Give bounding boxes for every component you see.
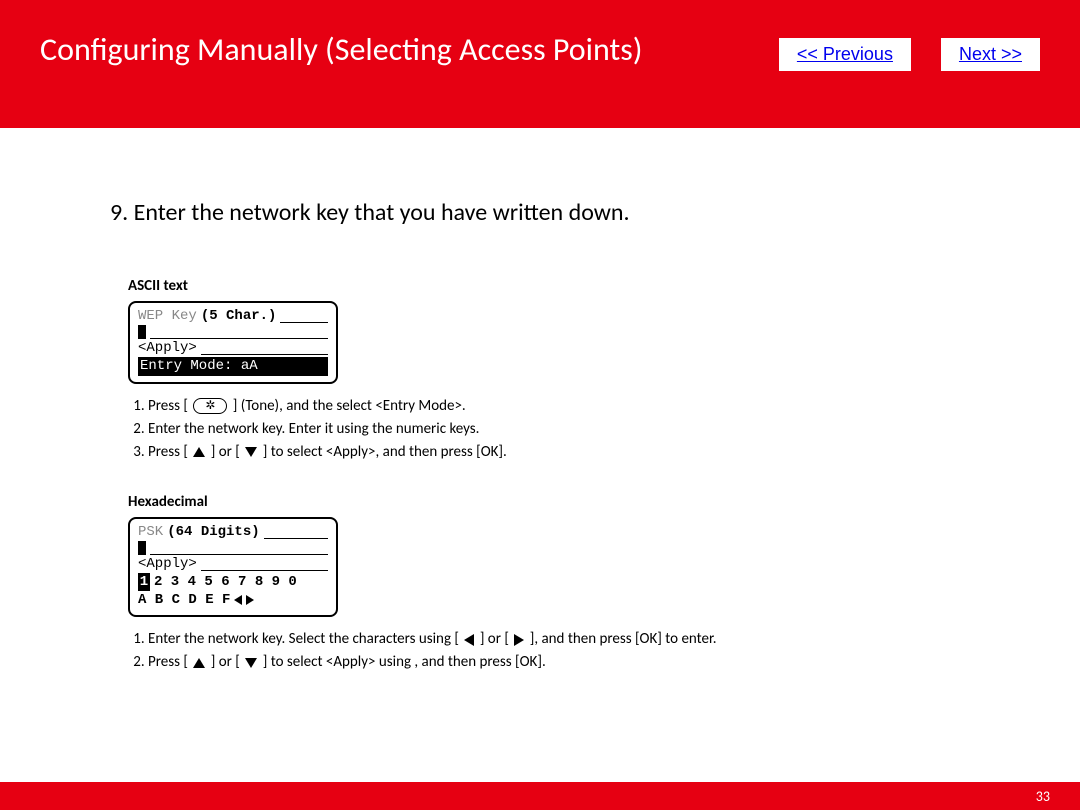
ascii-step-3: Press [ ] or [ ] to select <Apply>, and … [148,442,970,463]
triangle-down-icon [245,447,257,457]
triangle-right-icon [246,595,254,605]
lcd-numbers-row: 1 2 3 4 5 6 7 8 9 0 [138,573,328,591]
triangle-right-icon2 [514,634,524,646]
lcd-entry-mode: Entry Mode: aA [138,357,328,375]
next-button[interactable]: Next >> [941,38,1040,71]
hex-step-2: Press [ ] or [ ] to select <Apply> using… [148,652,970,673]
lcd-numbers: 2 3 4 5 6 7 8 9 0 [154,573,297,591]
tone-key-icon: ✲ [193,398,227,414]
header-bar: Configuring Manually (Selecting Access P… [0,0,1080,128]
step-text: Enter the network key that you have writ… [134,198,630,227]
triangle-up-icon [193,447,205,457]
ascii-lcd: WEP Key (5 Char.) <Apply> Entry Mode: aA [128,301,338,384]
triangle-down-icon2 [245,658,257,668]
lcd-letters: A B C D E F [138,591,230,609]
lcd-underline [280,309,328,323]
lcd-letters-row: A B C D E F [138,591,328,609]
lcd-wep-key: WEP Key [138,307,197,325]
content-area: 9. Enter the network key that you have w… [0,128,1080,673]
ascii-step-2: Enter the network key. Enter it using th… [148,419,970,440]
lcd-cursor [138,325,146,339]
lcd-underline2 [150,325,328,339]
ascii-instructions: Press [ ✲ ] (Tone), and the select <Entr… [148,396,970,463]
ascii-step-1: Press [ ✲ ] (Tone), and the select <Entr… [148,396,970,417]
step-heading: 9. Enter the network key that you have w… [110,198,970,227]
triangle-left-icon [234,595,242,605]
lcd-underline4 [264,525,328,539]
page-title: Configuring Manually (Selecting Access P… [40,30,642,69]
hex-instructions: Enter the network key. Select the charac… [148,629,970,673]
hex-lcd: PSK (64 Digits) <Apply> 1 2 3 4 5 6 7 8 … [128,517,338,618]
lcd-psk: PSK [138,523,163,541]
lcd-apply2: <Apply> [138,555,197,573]
lcd-digits: (64 Digits) [167,523,259,541]
page-number: 33 [1036,788,1050,805]
triangle-left-icon2 [464,634,474,646]
lcd-cursor2 [138,541,146,555]
triangle-up-icon2 [193,658,205,668]
step-number: 9. [110,198,128,227]
footer-bar: 33 [0,782,1080,810]
lcd-underline5 [150,541,328,555]
hex-step-1: Enter the network key. Select the charac… [148,629,970,650]
lcd-apply: <Apply> [138,339,197,357]
lcd-number-selected: 1 [138,573,150,591]
nav-buttons: << Previous Next >> [779,38,1040,71]
lcd-underline6 [201,557,328,571]
hex-label: Hexadecimal [128,493,970,511]
lcd-char-count: (5 Char.) [201,307,277,325]
previous-button[interactable]: << Previous [779,38,911,71]
lcd-underline3 [201,341,328,355]
ascii-label: ASCII text [128,277,970,295]
